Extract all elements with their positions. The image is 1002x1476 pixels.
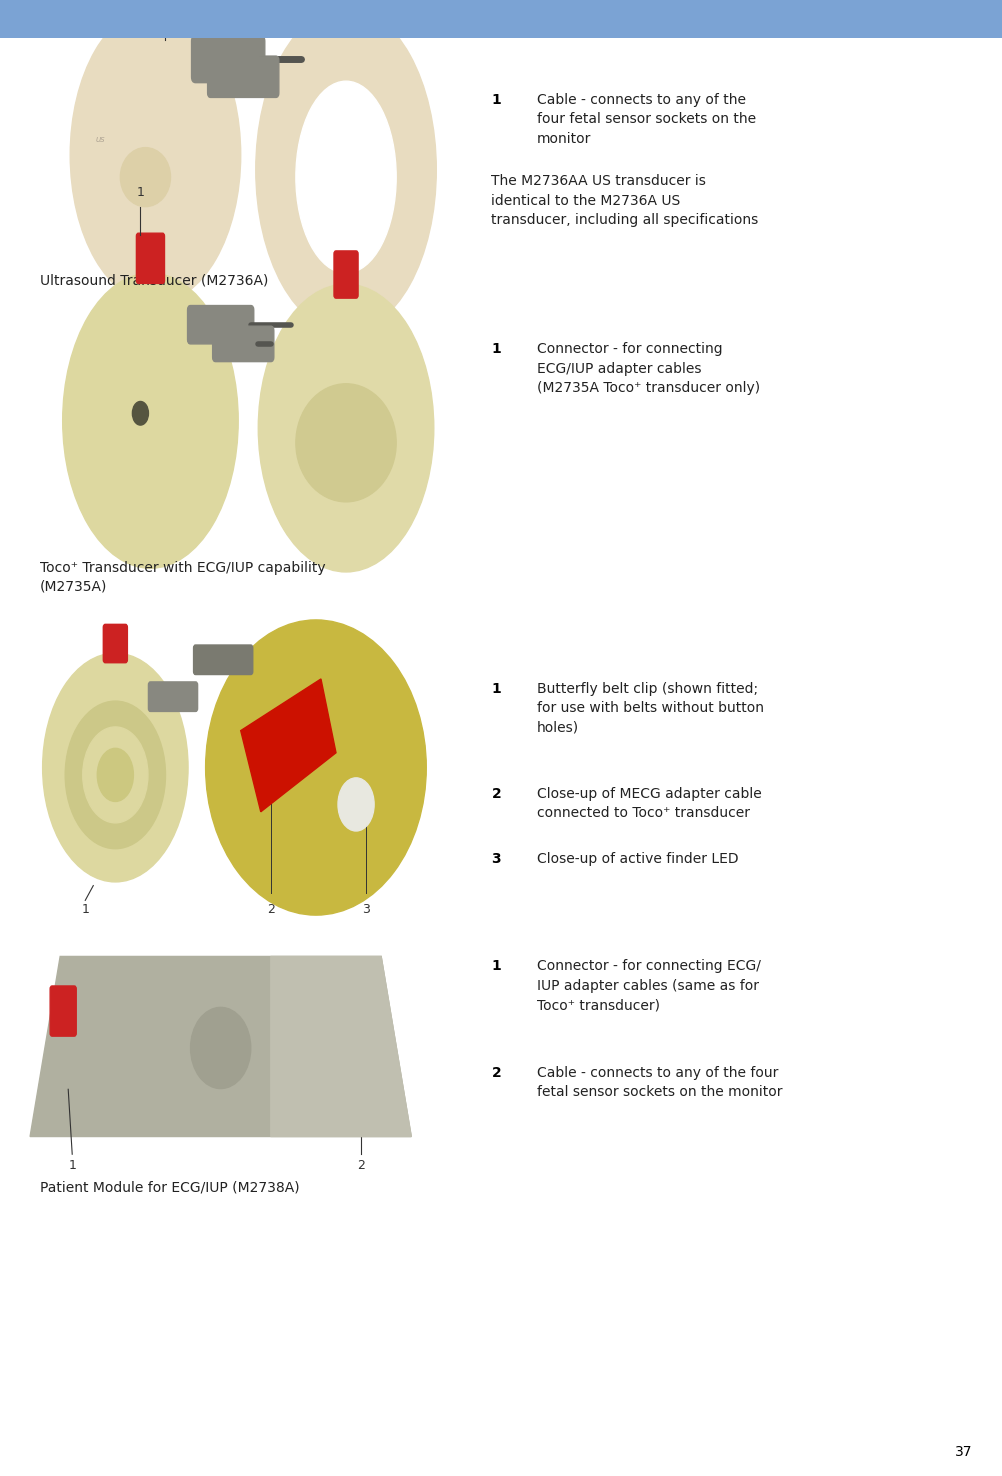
- FancyBboxPatch shape: [212, 326, 274, 362]
- Text: 37: 37: [955, 1445, 972, 1460]
- Text: 1: 1: [491, 682, 501, 695]
- Text: Cable - connects to any of the four
fetal sensor sockets on the monitor: Cable - connects to any of the four feta…: [536, 1066, 782, 1100]
- Ellipse shape: [296, 384, 396, 502]
- Text: 1: 1: [491, 959, 501, 973]
- Text: 2: 2: [267, 903, 275, 917]
- Text: Ultrasound Transducer (M2736A): Ultrasound Transducer (M2736A): [40, 273, 269, 286]
- Ellipse shape: [256, 7, 436, 332]
- FancyBboxPatch shape: [187, 306, 254, 344]
- Text: Butterfly belt clip (shown fitted;
for use with belts without button
holes): Butterfly belt clip (shown fitted; for u…: [536, 682, 763, 735]
- FancyBboxPatch shape: [136, 233, 164, 283]
- FancyBboxPatch shape: [103, 624, 127, 663]
- Ellipse shape: [205, 620, 426, 915]
- Polygon shape: [271, 956, 411, 1137]
- Text: 1: 1: [136, 186, 144, 199]
- Polygon shape: [240, 679, 336, 812]
- Text: Connector - for connecting ECG/
IUP adapter cables (same as for
Toco⁺ transducer: Connector - for connecting ECG/ IUP adap…: [536, 959, 760, 1013]
- FancyBboxPatch shape: [0, 0, 1002, 38]
- Text: Patient Module for ECG/IUP (M2738A): Patient Module for ECG/IUP (M2738A): [40, 1181, 300, 1194]
- FancyBboxPatch shape: [191, 35, 265, 83]
- Text: 1: 1: [491, 93, 501, 106]
- Ellipse shape: [120, 148, 170, 207]
- Text: Connector - for connecting
ECG/IUP adapter cables
(M2735A Toco⁺ transducer only): Connector - for connecting ECG/IUP adapt…: [536, 342, 759, 396]
- Text: 1: 1: [491, 342, 501, 356]
- Ellipse shape: [83, 726, 148, 824]
- Text: Cable - connects to any of the
four fetal sensor sockets on the
monitor: Cable - connects to any of the four feta…: [536, 93, 755, 146]
- Circle shape: [97, 748, 133, 801]
- Ellipse shape: [65, 701, 165, 849]
- Circle shape: [132, 401, 148, 425]
- Ellipse shape: [296, 81, 396, 273]
- Text: 1: 1: [68, 1159, 76, 1172]
- Text: 2: 2: [491, 787, 501, 800]
- Text: 2: 2: [357, 1159, 365, 1172]
- FancyBboxPatch shape: [148, 682, 197, 711]
- Ellipse shape: [63, 273, 238, 568]
- Text: 3  Basic Operation: 3 Basic Operation: [798, 10, 977, 28]
- Text: 1: 1: [81, 903, 89, 917]
- Text: Close-up of active finder LED: Close-up of active finder LED: [536, 852, 737, 865]
- FancyBboxPatch shape: [50, 986, 76, 1036]
- Text: 3: 3: [362, 903, 370, 917]
- Text: 2: 2: [491, 1066, 501, 1079]
- Ellipse shape: [258, 283, 433, 571]
- FancyBboxPatch shape: [193, 645, 253, 675]
- Text: 3: 3: [491, 852, 501, 865]
- Ellipse shape: [43, 652, 188, 881]
- Polygon shape: [30, 956, 411, 1137]
- FancyBboxPatch shape: [334, 251, 358, 298]
- Text: The M2736AA US transducer is
identical to the M2736A US
transducer, including al: The M2736AA US transducer is identical t…: [491, 174, 758, 227]
- FancyBboxPatch shape: [207, 56, 279, 97]
- Text: US: US: [95, 137, 105, 143]
- Ellipse shape: [190, 1007, 250, 1089]
- Text: Toco⁺ Transducer with ECG/IUP capability
(M2735A): Toco⁺ Transducer with ECG/IUP capability…: [40, 561, 326, 593]
- Text: Close-up of MECG adapter cable
connected to Toco⁺ transducer: Close-up of MECG adapter cable connected…: [536, 787, 761, 821]
- Ellipse shape: [70, 7, 240, 303]
- Circle shape: [338, 778, 374, 831]
